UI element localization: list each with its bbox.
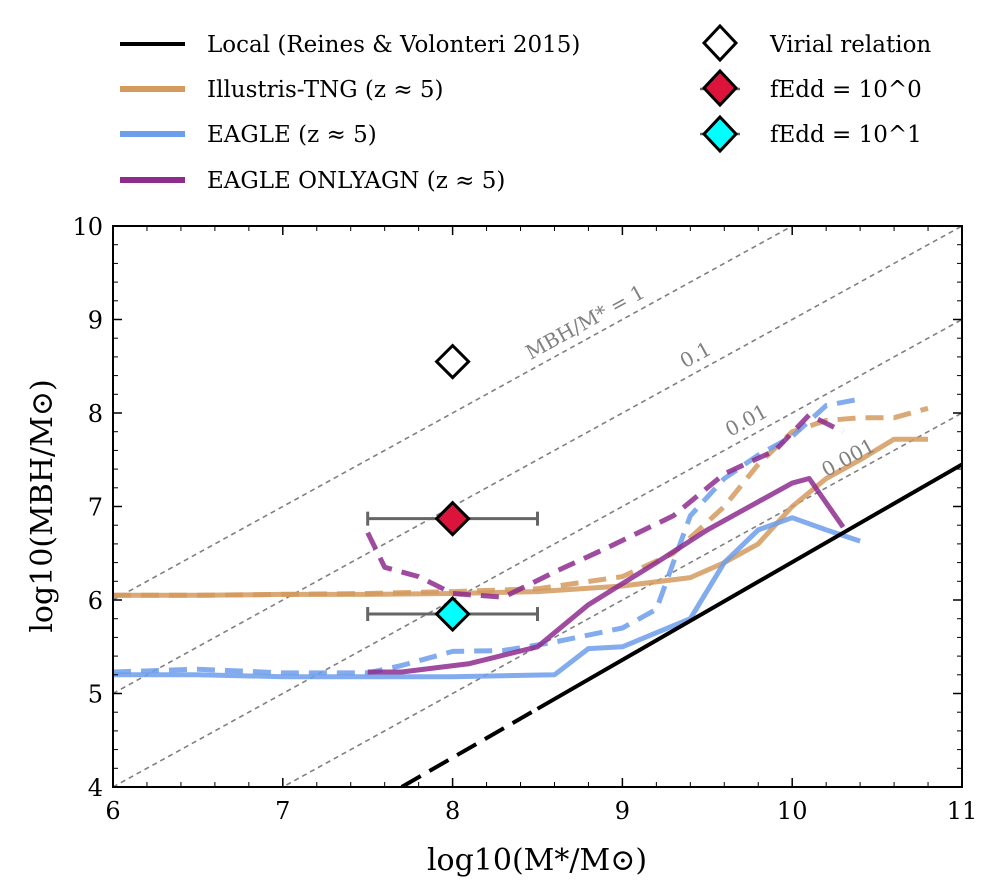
ytick-label-5: 9: [88, 307, 103, 335]
ytick-label-6: 10: [72, 213, 103, 241]
ytick-label-3: 7: [88, 494, 103, 522]
ytick-label-4: 8: [88, 400, 103, 428]
legend-label-tng: Illustris-TNG (z ≈ 5): [207, 77, 444, 103]
ytick-label-2: 6: [88, 587, 103, 615]
plot-frame: [112, 225, 963, 788]
y-axis-title: log10(MBH/M⊙): [25, 379, 60, 632]
series-0-dashed: [113, 405, 929, 598]
legend-label-local: Local (Reines & Volonteri 2015): [207, 32, 580, 58]
legend: Local (Reines & Volonteri 2015) Illustri…: [120, 23, 931, 194]
ytick-label-1: 5: [88, 681, 103, 709]
legend-marker-fedd10: [701, 114, 739, 154]
legend-label-fedd1: fEdd = 10^0: [770, 77, 922, 103]
xtick-label-2: 8: [445, 797, 460, 825]
xtick-label-4: 10: [777, 797, 808, 825]
ratio-label-3: 0.001: [817, 433, 879, 482]
xtick-label-5: 11: [947, 797, 978, 825]
series-1-dashed: [113, 396, 861, 676]
xtick-label-1: 7: [275, 797, 290, 825]
series-2-solid: [367, 476, 846, 675]
xtick-label-0: 6: [105, 797, 120, 825]
series-2-dashed: [365, 412, 845, 600]
ratio-label-0: MBH/M* = 1: [521, 280, 648, 365]
legend-marker-virial: [701, 23, 739, 63]
local-relation-dashed: [400, 707, 539, 787]
x-axis-title: log10(M*/M⊙): [427, 843, 647, 878]
legend-label-virial: Virial relation: [769, 32, 931, 58]
legend-marker-fedd1: [701, 68, 739, 108]
ytick-label-0: 4: [88, 774, 103, 802]
ratio-line-0: [113, 226, 794, 601]
legend-label-onlyagn: EAGLE ONLYAGN (z ≈ 5): [207, 168, 505, 194]
legend-label-fedd10: fEdd = 10^1: [770, 122, 922, 148]
point-0: [434, 343, 471, 380]
local-relation-solid: [536, 462, 962, 711]
point-2: [434, 595, 471, 633]
legend-label-eagle: EAGLE (z ≈ 5): [207, 122, 377, 148]
ratio-label-1: 0.1: [676, 337, 715, 373]
series-1-solid: [113, 515, 861, 680]
ratio-line-2: [113, 318, 962, 787]
ratio-label-2: 0.01: [721, 399, 772, 441]
point-1: [434, 500, 471, 537]
plot-area: [113, 226, 962, 787]
xtick-label-3: 9: [615, 797, 630, 825]
